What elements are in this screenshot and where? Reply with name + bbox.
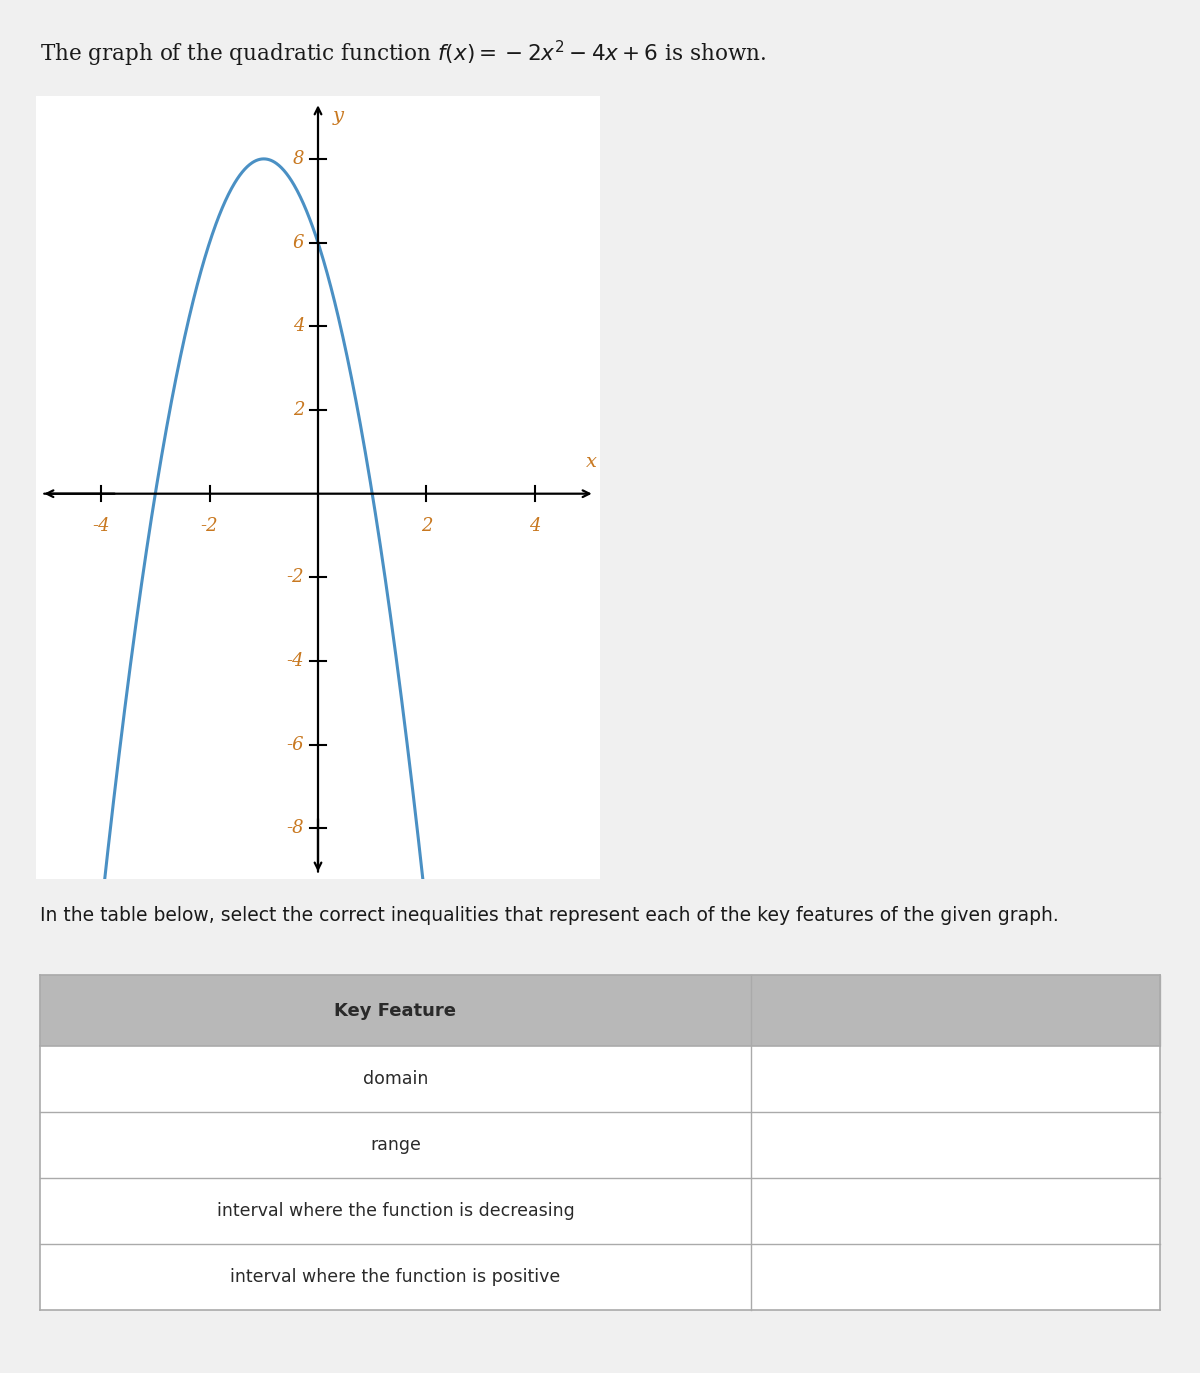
Text: In the table below, select the correct inequalities that represent each of the k: In the table below, select the correct i…: [40, 906, 1058, 925]
Text: -4: -4: [92, 516, 110, 534]
Text: -2: -2: [287, 568, 305, 586]
Text: -6: -6: [287, 736, 305, 754]
Text: -4: -4: [287, 652, 305, 670]
Text: domain: domain: [362, 1070, 428, 1089]
Text: Key Feature: Key Feature: [335, 1001, 456, 1020]
Text: 2: 2: [293, 401, 305, 419]
Text: -2: -2: [200, 516, 218, 534]
Text: y: y: [334, 107, 344, 125]
Text: 8: 8: [293, 150, 305, 168]
Text: 6: 6: [293, 233, 305, 251]
Text: 4: 4: [529, 516, 541, 534]
Text: interval where the function is decreasing: interval where the function is decreasin…: [216, 1201, 575, 1221]
Text: -8: -8: [287, 820, 305, 838]
Text: range: range: [370, 1135, 421, 1155]
Text: 2: 2: [421, 516, 432, 534]
Text: The graph of the quadratic function $f(x) = -2x^2 - 4x + 6$ is shown.: The graph of the quadratic function $f(x…: [40, 38, 766, 69]
Text: x: x: [587, 453, 598, 471]
Text: 4: 4: [293, 317, 305, 335]
Text: interval where the function is positive: interval where the function is positive: [230, 1267, 560, 1287]
